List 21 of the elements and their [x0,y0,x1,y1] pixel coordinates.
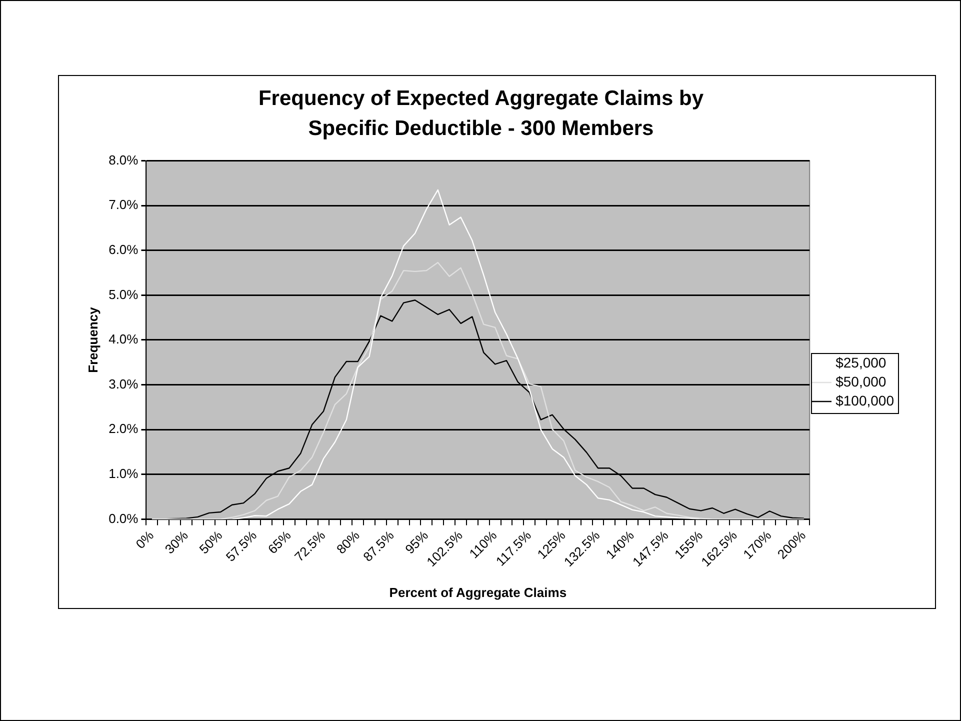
x-axis-title: Percent of Aggregate Claims [389,584,567,600]
text: $25,000 [836,354,886,370]
x-tick-label: 30% [162,527,192,557]
y-tick-label: 5.0% [108,286,139,302]
legend-label: $100,000 [836,392,894,408]
y-tick-label: 4.0% [108,332,139,347]
x-tick-label: 95% [402,527,432,557]
y-tick-label: 2.0% [108,421,139,436]
text: $50,000 [836,373,886,390]
x-tick-label: 65% [264,527,294,557]
chart-title: Frequency of Expected Aggregate Claims by Specific Deductible - 300 Members [258,86,704,142]
x-tick-label: 0% [132,527,157,552]
y-tick-label: 7.0% [108,197,139,212]
y-tick-label: 6.0% [108,242,139,257]
y-tick-label: 3.0% [108,376,139,392]
x-tick-label: 80% [333,527,363,557]
y-tick-label: 8.0% [108,152,139,168]
y-tick-label: 1.0% [108,466,139,481]
y-axis-title: Frequency [85,306,100,373]
x-tick-label: 50% [196,527,226,557]
y-tick-label: 0.0% [108,510,139,526]
